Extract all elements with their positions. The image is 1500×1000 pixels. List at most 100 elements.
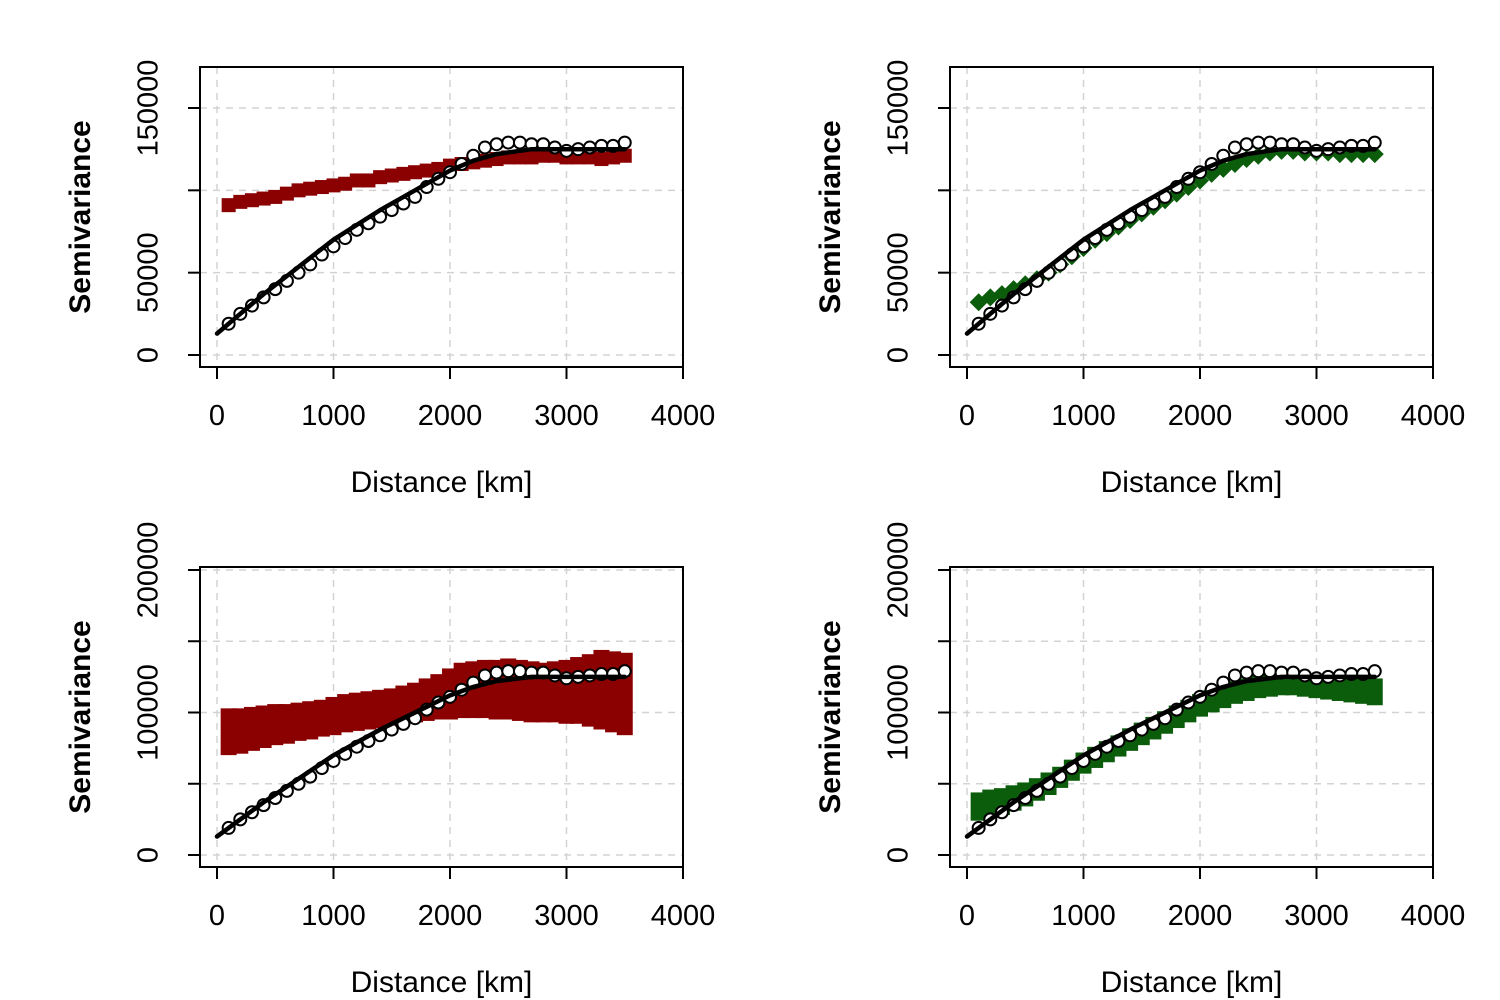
panel-bottom-left: 0 1000 2000 3000 4000 0 100000 200000 Distance […	[64, 522, 715, 999]
square-point	[221, 198, 236, 213]
plot-frame	[949, 66, 1434, 368]
square-point	[384, 168, 399, 183]
y-axis-title: Semivariance	[64, 620, 97, 813]
y-tick-label: 200000	[883, 522, 915, 619]
empirical-point	[1227, 668, 1242, 683]
x-tick-label: 0	[959, 400, 975, 432]
empirical-point	[1251, 135, 1266, 150]
y-tick-label: 50000	[133, 232, 165, 313]
empirical-point	[1227, 140, 1242, 155]
square-point	[594, 152, 609, 167]
square-point	[233, 194, 248, 209]
square-point	[326, 178, 341, 193]
empirical-point	[489, 137, 504, 152]
square-point	[373, 170, 388, 185]
square-point	[279, 186, 294, 201]
y-tick-label: 0	[133, 347, 165, 363]
y-tick-label: 0	[883, 847, 915, 863]
empirical-point	[1251, 664, 1266, 679]
x-tick-label: 4000	[1401, 400, 1466, 432]
x-tick-label: 3000	[1284, 900, 1349, 932]
empirical-point	[512, 664, 527, 679]
square-point	[524, 150, 539, 165]
x-tick-label: 1000	[301, 400, 366, 432]
square-point	[291, 183, 306, 198]
x-tick-label: 0	[209, 900, 225, 932]
x-tick-label: 2000	[1168, 900, 1233, 932]
square-point	[268, 189, 283, 204]
x-tick-label: 4000	[651, 400, 716, 432]
empirical-point	[1262, 135, 1277, 150]
x-tick-label: 0	[959, 900, 975, 932]
plot-marks	[214, 135, 632, 336]
square-point	[349, 173, 364, 188]
y-tick-label: 150000	[133, 60, 165, 157]
panel-top-right: 0 1000 2000 3000 4000 0 50000 150000 Distance [k…	[814, 60, 1465, 499]
y-tick-label: 100000	[133, 664, 165, 761]
square-point	[303, 181, 318, 196]
square-point	[408, 165, 423, 180]
fitted-model-line	[964, 146, 1378, 336]
y-tick-label: 150000	[883, 60, 915, 157]
empirical-point	[1239, 137, 1254, 152]
y-axis-title: Semivariance	[814, 120, 847, 313]
x-axis-title: Distance [km]	[351, 466, 533, 499]
plot-marks	[964, 664, 1383, 839]
x-tick-label: 3000	[534, 900, 599, 932]
x-axis-title: Distance [km]	[351, 966, 533, 999]
square-point	[617, 148, 632, 163]
simulated-band-marker	[1366, 678, 1383, 706]
square-point	[361, 173, 376, 188]
empirical-point	[489, 665, 504, 680]
y-tick-label: 0	[883, 347, 915, 363]
x-tick-label: 0	[209, 400, 225, 432]
panel-top-left: 0 1000 2000 3000 4000 0 50000 150000 Distance [k…	[64, 60, 715, 499]
empirical-point	[501, 664, 516, 679]
square-point	[419, 163, 434, 178]
plot-frame	[199, 66, 684, 368]
empirical-point	[617, 135, 632, 150]
square-point	[256, 191, 271, 206]
square-point	[396, 166, 411, 181]
x-tick-label: 2000	[1168, 400, 1233, 432]
x-tick-label: 2000	[418, 400, 483, 432]
x-tick-label: 4000	[1401, 900, 1466, 932]
square-point	[338, 176, 353, 191]
x-tick-label: 1000	[1051, 400, 1116, 432]
y-tick-label: 200000	[133, 522, 165, 619]
y-tick-label: 0	[133, 847, 165, 863]
panel-bottom-right: 0 1000 2000 3000 4000 0 100000 200000 Distance […	[814, 522, 1465, 999]
plot-marks	[964, 135, 1384, 336]
x-tick-label: 2000	[418, 900, 483, 932]
y-tick-label: 50000	[883, 232, 915, 313]
empirical-point	[1262, 664, 1277, 679]
x-tick-label: 1000	[301, 900, 366, 932]
x-axis-title: Distance [km]	[1101, 466, 1283, 499]
square-point	[314, 180, 329, 195]
square-point	[582, 150, 597, 165]
empirical-point	[501, 135, 516, 150]
y-axis-title: Semivariance	[64, 120, 97, 313]
square-point	[244, 193, 259, 208]
empirical-point	[1239, 665, 1254, 680]
square-point	[512, 150, 527, 165]
empirical-point	[477, 668, 492, 683]
y-axis-title: Semivariance	[814, 620, 847, 813]
x-tick-label: 4000	[651, 900, 716, 932]
empirical-point	[477, 140, 492, 155]
fitted-model-line	[214, 674, 628, 839]
square-point	[536, 148, 551, 163]
empirical-point	[512, 135, 527, 150]
plot-marks	[214, 649, 633, 839]
square-point	[606, 150, 621, 165]
y-tick-label: 100000	[883, 664, 915, 761]
fitted-model-line	[964, 674, 1378, 839]
empirical-point	[1367, 135, 1382, 150]
square-point	[431, 161, 446, 176]
x-tick-label: 3000	[1284, 400, 1349, 432]
x-tick-label: 1000	[1051, 900, 1116, 932]
fitted-model-line	[214, 146, 628, 336]
x-axis-title: Distance [km]	[1101, 966, 1283, 999]
x-tick-label: 3000	[534, 400, 599, 432]
